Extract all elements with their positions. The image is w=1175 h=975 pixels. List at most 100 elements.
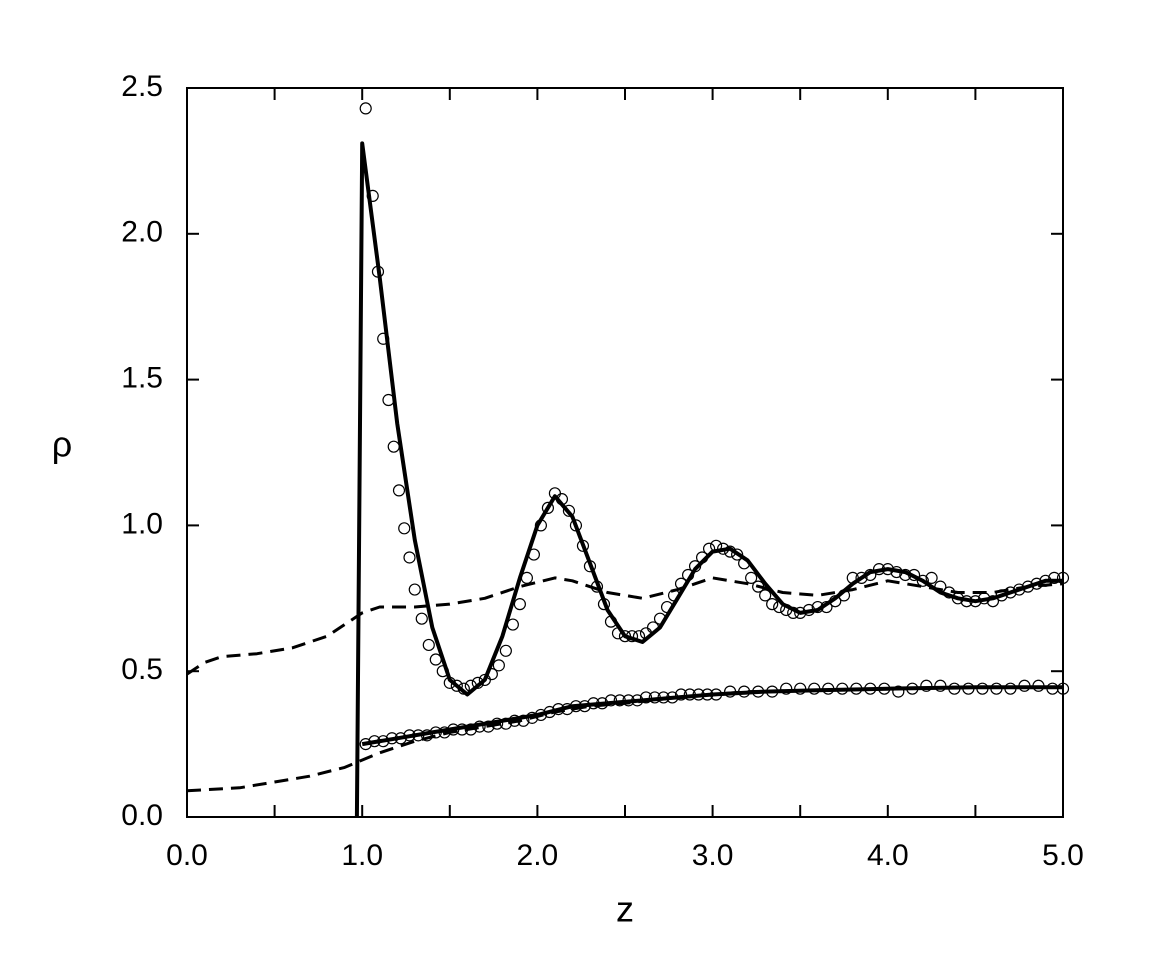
data-point (464, 679, 477, 692)
data-point (576, 539, 590, 552)
data-point (422, 638, 435, 652)
data-point (1004, 586, 1017, 599)
data-point (506, 618, 519, 631)
data-point (766, 685, 779, 698)
data-point (613, 694, 626, 707)
data-point (561, 703, 574, 716)
data-point (604, 615, 618, 628)
data-point (631, 694, 644, 707)
data-point (925, 571, 938, 584)
data-point (702, 542, 716, 555)
y-tick-label: 1.0 (121, 507, 163, 540)
data-point (420, 729, 434, 742)
data-point (412, 729, 425, 742)
data-point (368, 735, 381, 748)
data-point (611, 627, 625, 640)
data-point (892, 685, 905, 698)
data-point (976, 682, 989, 695)
data-point (934, 580, 947, 593)
data-point (660, 600, 674, 614)
data-point (541, 501, 555, 515)
data-point (552, 703, 565, 716)
data-point (906, 682, 919, 695)
data-point (403, 551, 416, 564)
data-point (443, 676, 456, 689)
y-tick-label: 1.5 (121, 362, 163, 395)
data-point (878, 682, 891, 695)
solid-line (354, 141, 1063, 818)
data-point (491, 717, 504, 730)
data-point (398, 522, 411, 535)
data-point (773, 600, 786, 614)
data-point (811, 600, 824, 614)
data-point (455, 723, 469, 736)
data-point (415, 612, 428, 625)
data-point (457, 682, 470, 695)
data-point (995, 589, 1008, 602)
data-point (969, 595, 982, 608)
data-point (587, 697, 600, 710)
data-point (359, 102, 372, 115)
data-point (960, 595, 973, 608)
data-point (438, 726, 451, 739)
data-point (508, 714, 521, 727)
data-point (464, 723, 477, 736)
data-point (780, 603, 793, 617)
data-point (1004, 682, 1017, 695)
data-point (934, 679, 947, 692)
data-point (701, 688, 714, 701)
y-tick-label: 0.0 (121, 799, 163, 832)
x-tick-label: 0.0 (166, 839, 208, 872)
data-point (499, 644, 512, 657)
data-point (569, 700, 583, 713)
data-point (794, 606, 807, 619)
data-point (794, 682, 807, 695)
y-tick-label: 2.5 (121, 70, 163, 103)
data-point (724, 545, 737, 558)
data-point (618, 630, 632, 643)
x-tick-label: 4.0 (867, 839, 909, 872)
data-point (738, 557, 751, 570)
data-point (359, 737, 372, 751)
data-point (569, 519, 583, 532)
data-point (1039, 574, 1052, 587)
data-point (943, 586, 956, 599)
data-point (990, 682, 1003, 695)
data-point (387, 440, 400, 453)
data-point (385, 732, 399, 745)
data-point (731, 548, 744, 561)
data-point (951, 592, 964, 605)
data-point (920, 679, 933, 692)
data-point (692, 688, 705, 701)
data-point (948, 682, 961, 695)
y-tick-label: 0.5 (121, 653, 163, 686)
x-tick-label: 2.0 (517, 839, 559, 872)
data-point (850, 682, 863, 695)
plot-frame (186, 87, 1064, 818)
data-point (846, 571, 859, 584)
data-point (1030, 577, 1043, 590)
data-point (836, 682, 849, 695)
data-point (695, 551, 709, 564)
data-point (499, 717, 512, 730)
data-point (492, 659, 505, 672)
data-point (962, 682, 975, 695)
data-point (657, 691, 670, 704)
data-point (822, 682, 835, 695)
data-point (837, 589, 851, 602)
data-point (820, 600, 833, 614)
data-point (597, 598, 611, 611)
data-point (482, 720, 495, 733)
data-point (710, 539, 723, 552)
data-point (543, 705, 556, 719)
data-point (555, 493, 569, 506)
data-point (513, 598, 526, 611)
data-point (907, 568, 921, 582)
data-point (890, 565, 903, 579)
data-point (666, 691, 679, 704)
data-point (436, 665, 449, 678)
data-point (899, 568, 912, 582)
data-point (802, 603, 816, 617)
data-point (688, 560, 702, 573)
